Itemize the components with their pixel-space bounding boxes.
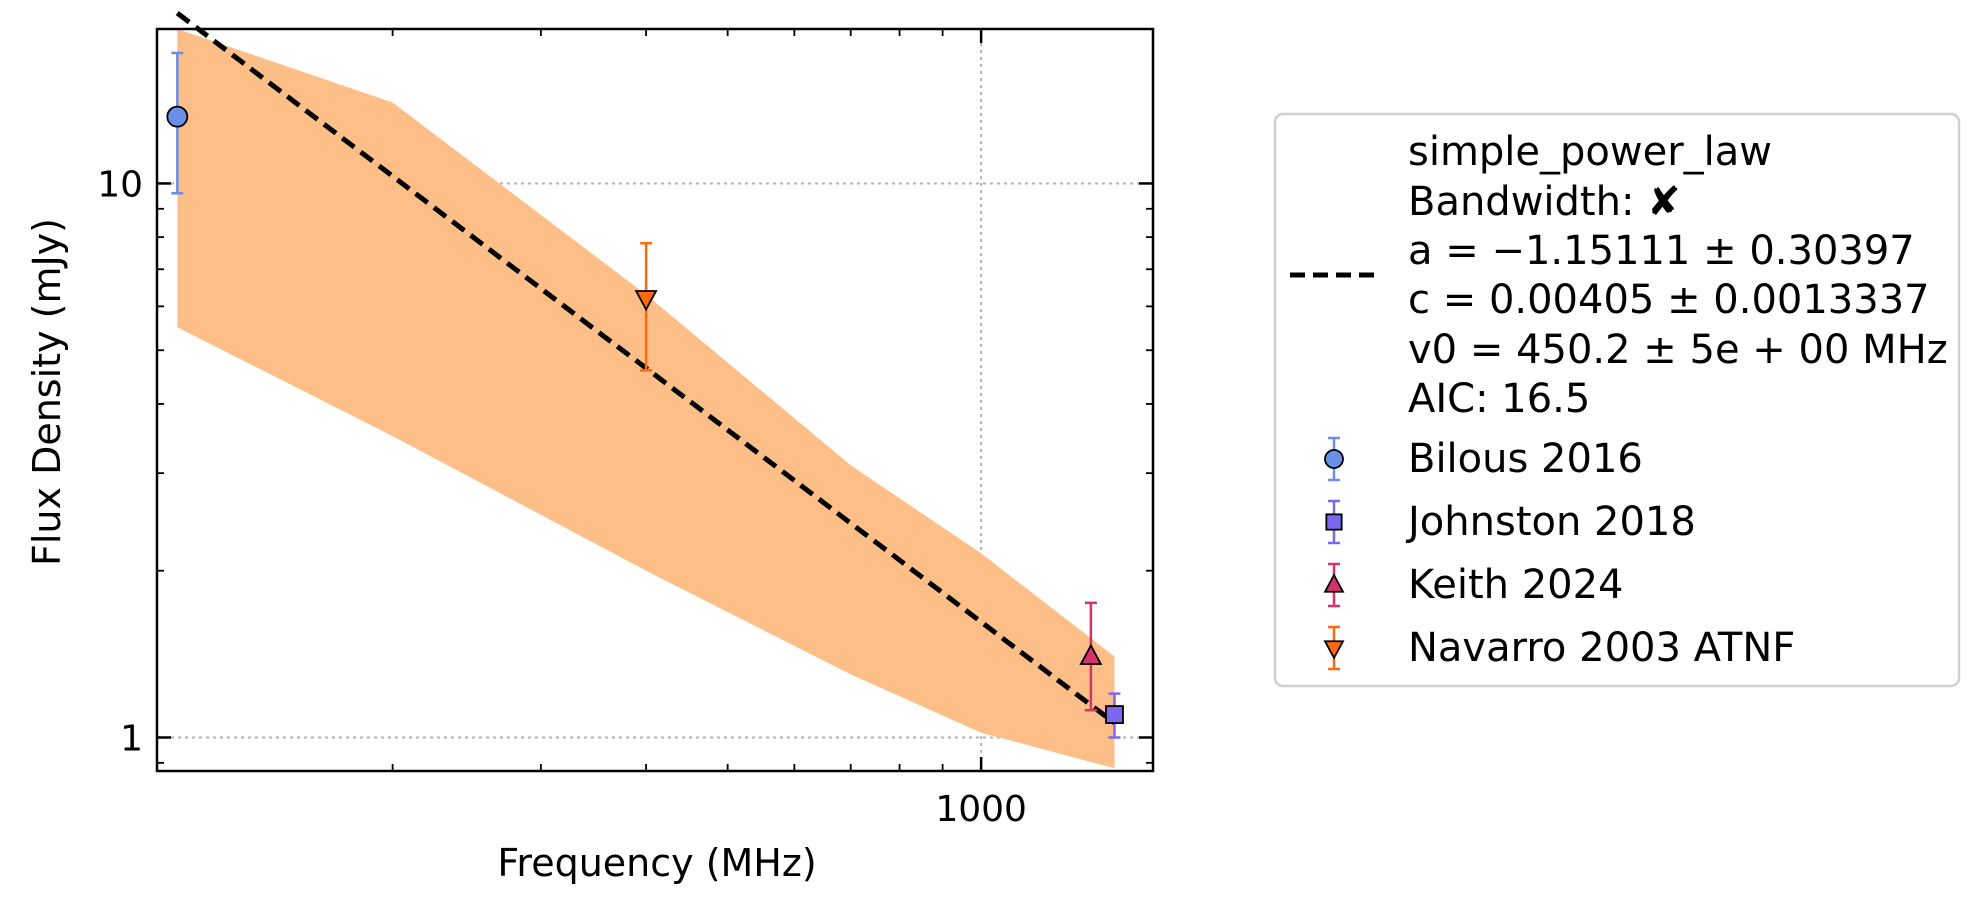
- fit-confidence-band: [177, 29, 1115, 769]
- data-point: [1105, 705, 1124, 724]
- y-axis-label: Flux Density (mJy): [25, 218, 69, 566]
- data-points-group: [166, 51, 1124, 739]
- legend-swatch-marker: [1324, 449, 1344, 469]
- y-tick-label: 1: [120, 718, 143, 759]
- y-tick-label: 10: [97, 164, 143, 205]
- legend-series-label: Navarro 2003 ATNF: [1408, 625, 1795, 671]
- legend: simple_power_law Bandwidth: ✘ a = −1.151…: [1273, 112, 1961, 688]
- data-point: [634, 290, 658, 312]
- data-point: [1079, 643, 1103, 665]
- x-tick-label: 1000: [935, 789, 1027, 830]
- legend-swatch-marker: [1323, 640, 1345, 660]
- legend-fit-param-v0: v0 = 450.2 ± 5e + 00 MHz: [1408, 327, 1948, 373]
- legend-fit-param-c: c = 0.00405 ± 0.0013337: [1408, 277, 1930, 323]
- legend-fit-param-a: a = −1.15111 ± 0.30397: [1408, 228, 1915, 274]
- legend-fit-name: simple_power_law: [1408, 129, 1772, 175]
- legend-fit-aic: AIC: 16.5: [1408, 376, 1590, 422]
- legend-fit-bandwidth: Bandwidth: ✘: [1408, 179, 1681, 225]
- legend-box: [1273, 112, 1961, 688]
- legend-swatch-marker: [1323, 573, 1345, 593]
- axes: 1000 1 10: [97, 27, 1155, 830]
- legend-series-label: Johnston 2018: [1405, 499, 1696, 545]
- x-axis-label: Frequency (MHz): [497, 841, 816, 885]
- plot-frame: [155, 27, 1155, 773]
- data-point: [166, 105, 189, 128]
- fit-confidence-band-group: [177, 29, 1115, 769]
- legend-series-label: Keith 2024: [1408, 562, 1624, 608]
- legend-series-label: Bilous 2016: [1408, 436, 1643, 482]
- legend-series-group: [1323, 436, 1345, 671]
- legend-swatch-marker: [1325, 513, 1343, 531]
